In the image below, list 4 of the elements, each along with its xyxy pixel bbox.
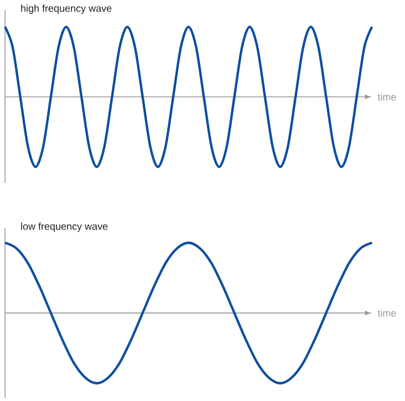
x-axis-title: time	[378, 93, 396, 100]
chart-title: low frequency wave	[21, 222, 108, 232]
chart-title: high frequency wave	[21, 4, 112, 14]
x-axis-title: time	[378, 309, 396, 317]
